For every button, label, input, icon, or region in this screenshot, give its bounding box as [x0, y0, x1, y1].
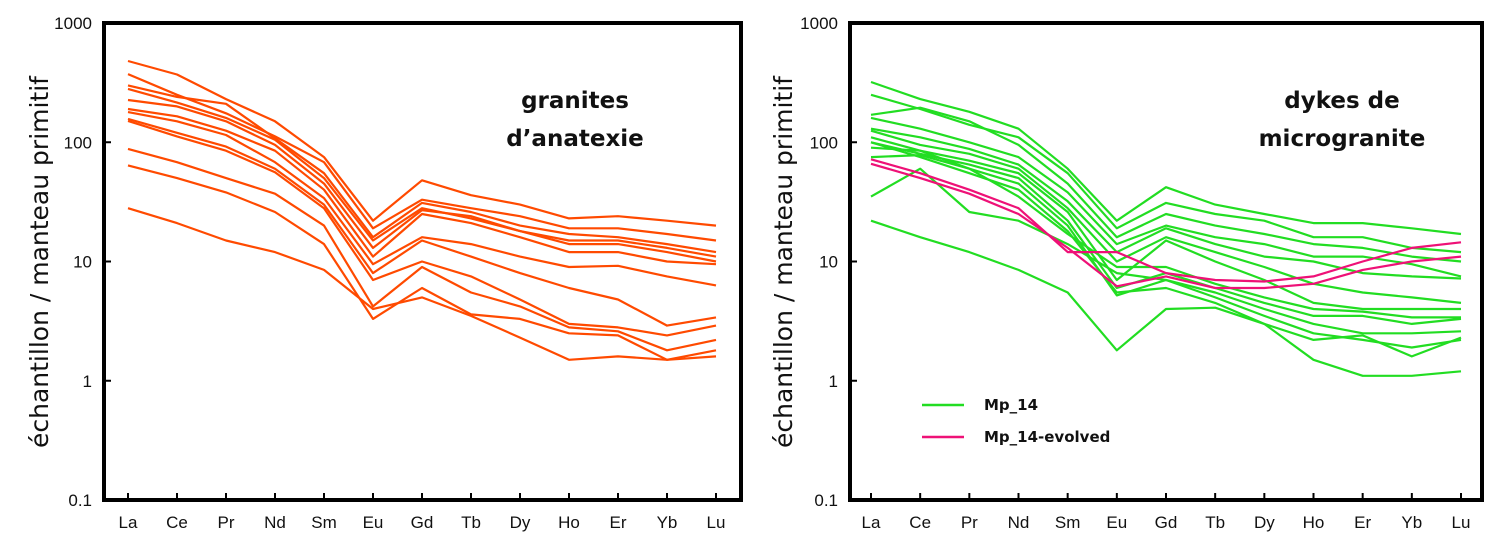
series-line-mp-14-8	[870, 154, 1462, 335]
panel-title-line-1: granites	[521, 88, 629, 114]
series-line-mp-14-evolved-13	[870, 158, 1462, 283]
x-tick-label: Nd	[1008, 513, 1030, 532]
x-tick-label: Gd	[411, 513, 434, 532]
y-ticks: 0.1 1 10 100 1000	[54, 14, 111, 510]
y-axis-label: échantillon / manteau primitif	[769, 75, 798, 448]
panel-title-line-2: d’anatexie	[506, 126, 644, 152]
series-line-mp-14-11	[870, 219, 1462, 377]
legend-label-mp14: Mp_14	[984, 396, 1038, 414]
series-line-sample-8-7	[127, 117, 717, 327]
x-tick-label: Yb	[1401, 513, 1422, 532]
series-line-sample-3-2	[127, 84, 717, 254]
x-tick-label: La	[862, 513, 881, 532]
x-tick-label: Tb	[1205, 513, 1225, 532]
series-line-mp-14-9	[870, 167, 1462, 349]
series-line-mp-14-3	[870, 116, 1462, 278]
x-tick-label: Dy	[510, 513, 531, 532]
x-tick-label: Eu	[1106, 513, 1127, 532]
series-line-sample-9-8	[127, 119, 717, 337]
series-line-sample-4-3	[127, 87, 717, 258]
series-line-sample-12-11	[127, 207, 717, 361]
series-lines	[870, 80, 1462, 377]
x-tick-label: Sm	[311, 513, 337, 532]
x-tick-label: Lu	[707, 513, 726, 532]
panel-title-line-1: dykes de	[1284, 88, 1400, 114]
x-tick-label: Yb	[657, 513, 678, 532]
series-line-sample-1-0	[127, 59, 717, 227]
series-lines	[127, 59, 717, 361]
series-line-sample-7-6	[127, 111, 717, 287]
x-ticks: La Ce Pr Nd Sm Eu Gd Tb Dy Ho Er Yb Lu	[862, 493, 1471, 532]
series-line-sample-10-9	[127, 147, 717, 352]
x-tick-label: Ho	[558, 513, 580, 532]
x-tick-label: Nd	[264, 513, 286, 532]
series-line-mp-14-5	[870, 129, 1462, 304]
x-tick-label: La	[119, 513, 138, 532]
series-line-sample-2-1	[127, 73, 717, 242]
series-line-sample-5-4	[127, 98, 717, 263]
series-line-mp-14-2	[870, 106, 1462, 263]
y-tick-label: 1	[83, 372, 92, 391]
series-line-sample-6-5	[127, 107, 717, 266]
x-tick-label: Pr	[218, 513, 235, 532]
x-tick-label: Ho	[1303, 513, 1325, 532]
x-tick-label: Pr	[961, 513, 978, 532]
series-line-mp-14-6	[870, 136, 1461, 311]
chart-panel-dykes: échantillon / manteau primitif 0.1 1 10 100…	[769, 14, 1484, 532]
x-tick-label: Dy	[1254, 513, 1275, 532]
y-tick-label: 1000	[54, 14, 92, 33]
series-line-mp-14-0	[870, 80, 1462, 236]
legend: Mp_14 Mp_14-evolved	[922, 396, 1110, 446]
y-tick-label: 1000	[800, 14, 838, 33]
series-line-mp-14-1	[870, 93, 1462, 254]
series-line-mp-14-4	[870, 127, 1462, 280]
series-line-sample-11-10	[127, 164, 717, 361]
x-tick-label: Lu	[1452, 513, 1471, 532]
y-tick-label: 100	[810, 133, 838, 152]
x-tick-label: Gd	[1155, 513, 1178, 532]
plot-frame	[102, 21, 743, 502]
y-tick-label: 0.1	[68, 491, 92, 510]
x-tick-label: Eu	[363, 513, 384, 532]
y-tick-label: 0.1	[814, 491, 838, 510]
x-tick-label: Ce	[909, 513, 931, 532]
panel-title-line-2: microgranite	[1259, 126, 1426, 152]
x-tick-label: Tb	[461, 513, 481, 532]
x-tick-label: Ce	[166, 513, 188, 532]
x-tick-label: Er	[1354, 513, 1371, 532]
y-tick-label: 100	[64, 133, 92, 152]
series-line-mp-14-evolved-14	[870, 162, 1462, 290]
plot-frame	[848, 21, 1484, 502]
y-tick-label: 10	[73, 253, 92, 272]
series-line-mp-14-10	[870, 141, 1462, 358]
y-tick-label: 1	[829, 372, 838, 391]
series-line-mp-14-12	[870, 146, 1461, 319]
legend-label-mp14-evolved: Mp_14-evolved	[984, 428, 1110, 446]
x-tick-label: Sm	[1055, 513, 1081, 532]
y-axis-label: échantillon / manteau primitif	[25, 75, 54, 448]
chart-panel-granites: échantillon / manteau primitif 0.1 1 10 100…	[25, 14, 743, 532]
y-tick-label: 10	[819, 253, 838, 272]
x-tick-label: Er	[610, 513, 627, 532]
